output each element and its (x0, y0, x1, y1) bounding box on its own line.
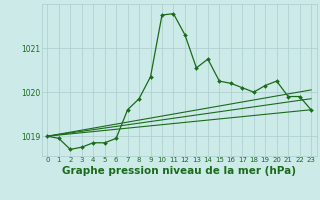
X-axis label: Graphe pression niveau de la mer (hPa): Graphe pression niveau de la mer (hPa) (62, 166, 296, 176)
